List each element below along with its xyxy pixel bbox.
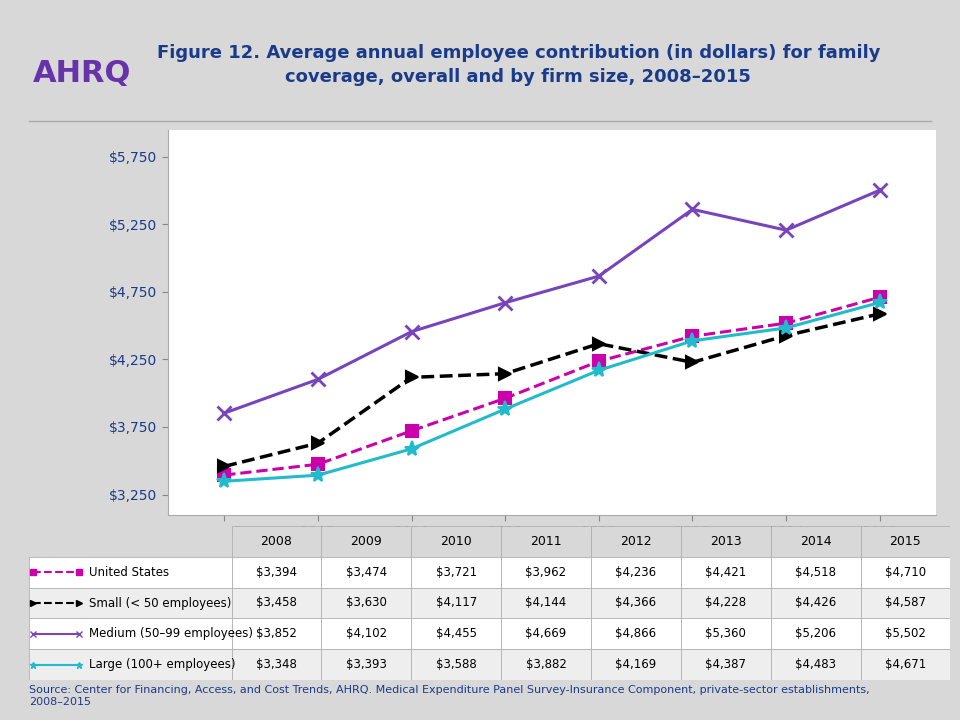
FancyBboxPatch shape [860, 588, 950, 618]
Text: $3,882: $3,882 [526, 658, 566, 672]
Text: 2014: 2014 [800, 534, 831, 548]
Text: 2015: 2015 [890, 534, 922, 548]
Text: $4,710: $4,710 [885, 565, 926, 579]
FancyBboxPatch shape [411, 618, 501, 649]
FancyBboxPatch shape [501, 588, 591, 618]
Text: 2010: 2010 [441, 534, 472, 548]
FancyBboxPatch shape [681, 618, 771, 649]
Text: $4,102: $4,102 [346, 627, 387, 641]
Text: $4,421: $4,421 [706, 565, 746, 579]
FancyBboxPatch shape [231, 557, 322, 588]
FancyBboxPatch shape [411, 557, 501, 588]
Text: Small (< 50 employees): Small (< 50 employees) [88, 596, 231, 610]
Text: $3,394: $3,394 [256, 565, 297, 579]
Text: $3,348: $3,348 [256, 658, 297, 672]
FancyBboxPatch shape [681, 526, 771, 557]
FancyBboxPatch shape [591, 557, 681, 588]
Text: 2008: 2008 [260, 534, 293, 548]
FancyBboxPatch shape [322, 649, 411, 680]
Text: $4,426: $4,426 [795, 596, 836, 610]
Text: $4,671: $4,671 [885, 658, 926, 672]
FancyBboxPatch shape [322, 588, 411, 618]
Text: $5,360: $5,360 [706, 627, 746, 641]
FancyBboxPatch shape [29, 618, 231, 649]
FancyBboxPatch shape [501, 618, 591, 649]
FancyBboxPatch shape [771, 649, 860, 680]
FancyBboxPatch shape [231, 526, 322, 557]
Text: $4,483: $4,483 [795, 658, 836, 672]
Text: $3,721: $3,721 [436, 565, 477, 579]
FancyBboxPatch shape [322, 557, 411, 588]
Text: $3,393: $3,393 [346, 658, 387, 672]
FancyBboxPatch shape [322, 618, 411, 649]
Text: $4,455: $4,455 [436, 627, 477, 641]
FancyBboxPatch shape [860, 526, 950, 557]
Text: $3,474: $3,474 [346, 565, 387, 579]
Text: 2012: 2012 [620, 534, 652, 548]
Text: Medium (50–99 employees): Medium (50–99 employees) [88, 627, 252, 641]
Text: $3,588: $3,588 [436, 658, 476, 672]
FancyBboxPatch shape [591, 588, 681, 618]
FancyBboxPatch shape [681, 649, 771, 680]
FancyBboxPatch shape [411, 649, 501, 680]
FancyBboxPatch shape [411, 526, 501, 557]
Text: $4,117: $4,117 [436, 596, 477, 610]
Text: Source: Center for Financing, Access, and Cost Trends, AHRQ. Medical Expenditure: Source: Center for Financing, Access, an… [29, 685, 870, 707]
FancyBboxPatch shape [771, 588, 860, 618]
FancyBboxPatch shape [501, 649, 591, 680]
FancyBboxPatch shape [29, 526, 231, 557]
Text: $4,866: $4,866 [615, 627, 657, 641]
Text: $4,387: $4,387 [706, 658, 746, 672]
FancyBboxPatch shape [771, 526, 860, 557]
Text: United States: United States [88, 565, 169, 579]
FancyBboxPatch shape [501, 526, 591, 557]
Text: Large (100+ employees): Large (100+ employees) [88, 658, 235, 672]
Text: 2009: 2009 [350, 534, 382, 548]
FancyBboxPatch shape [411, 588, 501, 618]
FancyBboxPatch shape [771, 618, 860, 649]
Text: $4,366: $4,366 [615, 596, 657, 610]
FancyBboxPatch shape [231, 618, 322, 649]
Text: $5,206: $5,206 [795, 627, 836, 641]
Text: $4,169: $4,169 [615, 658, 657, 672]
FancyBboxPatch shape [231, 649, 322, 680]
Text: $3,630: $3,630 [346, 596, 387, 610]
FancyBboxPatch shape [29, 557, 231, 588]
FancyBboxPatch shape [29, 649, 231, 680]
Text: Figure 12. Average annual employee contribution (in dollars) for family
coverage: Figure 12. Average annual employee contr… [156, 44, 880, 86]
Text: $3,852: $3,852 [256, 627, 297, 641]
Text: AHRQ: AHRQ [33, 59, 131, 88]
FancyBboxPatch shape [591, 649, 681, 680]
FancyBboxPatch shape [860, 618, 950, 649]
Text: 2011: 2011 [530, 534, 562, 548]
FancyBboxPatch shape [591, 618, 681, 649]
Text: $3,458: $3,458 [256, 596, 297, 610]
FancyBboxPatch shape [681, 588, 771, 618]
FancyBboxPatch shape [860, 649, 950, 680]
Text: $4,228: $4,228 [706, 596, 746, 610]
Text: $4,236: $4,236 [615, 565, 657, 579]
Text: $4,669: $4,669 [525, 627, 566, 641]
Text: $4,587: $4,587 [885, 596, 926, 610]
Text: $4,518: $4,518 [795, 565, 836, 579]
FancyBboxPatch shape [681, 557, 771, 588]
FancyBboxPatch shape [860, 557, 950, 588]
FancyBboxPatch shape [501, 557, 591, 588]
FancyBboxPatch shape [771, 557, 860, 588]
Text: $4,144: $4,144 [525, 596, 566, 610]
Text: $5,502: $5,502 [885, 627, 925, 641]
Text: $3,962: $3,962 [525, 565, 566, 579]
Text: 2013: 2013 [710, 534, 741, 548]
FancyBboxPatch shape [322, 526, 411, 557]
FancyBboxPatch shape [29, 588, 231, 618]
FancyBboxPatch shape [591, 526, 681, 557]
FancyBboxPatch shape [231, 588, 322, 618]
